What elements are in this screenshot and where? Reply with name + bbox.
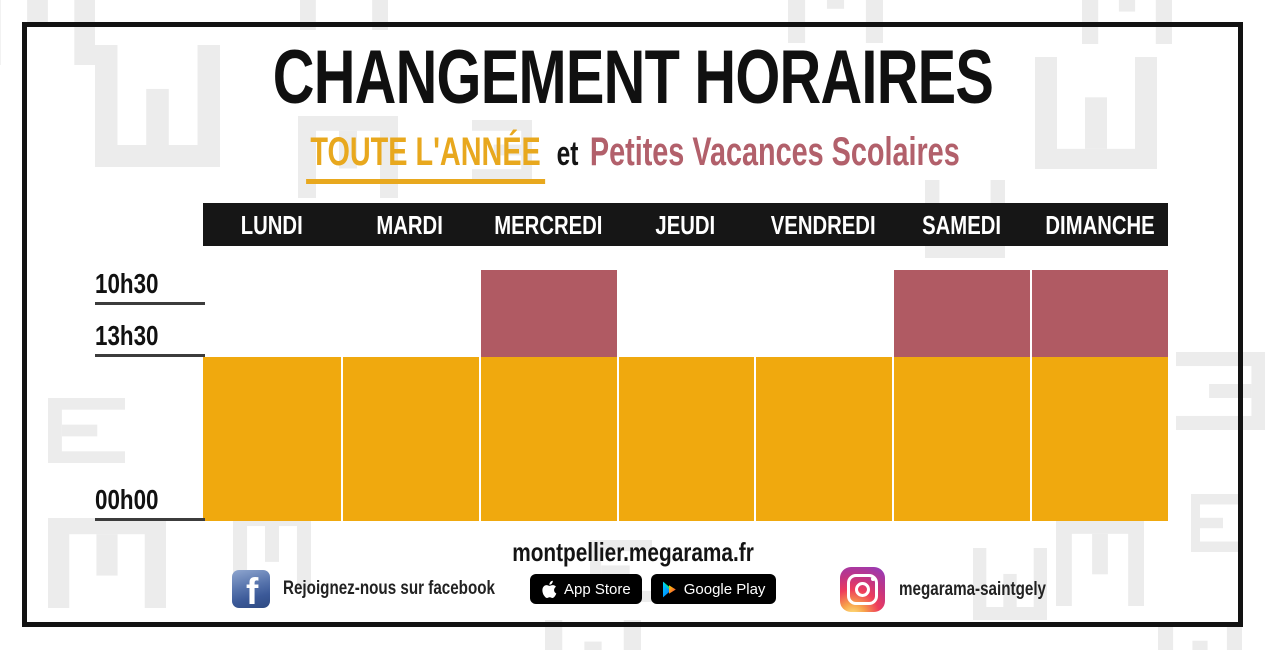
bar-annee-dimanche — [1030, 357, 1168, 521]
time-label-10h30: 10h30 — [95, 268, 205, 305]
apple-icon — [542, 580, 557, 598]
instagram-handle: megarama-saintgely — [899, 578, 1046, 600]
google-play-icon — [662, 581, 676, 597]
bar-annee-samedi — [892, 357, 1031, 521]
bar-annee-vendredi — [754, 357, 893, 521]
facebook-icon: f — [232, 570, 270, 608]
bar-annee-mercredi — [478, 357, 617, 521]
bar-vacances-mercredi — [478, 270, 617, 357]
facebook-label: Rejoignez-nous sur facebook — [283, 578, 495, 599]
bar-annee-mardi — [340, 357, 479, 521]
bar-annee-lundi — [203, 357, 341, 521]
day-header-row: LUNDI MARDI MERCREDI JEUDI VENDREDI SAMEDI DIM… — [203, 203, 1168, 246]
day-header-vendredi: VENDREDI — [770, 210, 876, 240]
facebook-cta[interactable]: f Rejoignez-nous sur facebook — [232, 570, 548, 608]
day-header-jeudi: JEUDI — [655, 210, 716, 240]
bar-annee-jeudi — [616, 357, 755, 521]
day-header-lundi: LUNDI — [240, 210, 303, 240]
subtitle-connector: et — [556, 135, 578, 173]
google-play-badge[interactable]: Google Play — [650, 574, 777, 604]
subtitle: TOUTE L'ANNÉE et Petites Vacances Scolaire… — [0, 130, 1265, 184]
bar-vacances-samedi — [892, 270, 1031, 357]
day-header-mercredi: MERCREDI — [493, 210, 603, 240]
time-label-00h00: 00h00 — [95, 484, 205, 521]
day-header-dimanche: DIMANCHE — [1045, 210, 1155, 240]
instagram-icon — [840, 567, 885, 612]
subtitle-vacances-scolaires: Petites Vacances Scolaires — [589, 130, 960, 174]
app-store-badge[interactable]: App Store — [530, 574, 642, 604]
time-label-13h30: 13h30 — [95, 320, 205, 357]
bar-vacances-dimanche — [1030, 270, 1168, 357]
page-title: CHANGEMENT HORAIRES — [272, 35, 993, 120]
website-link[interactable]: montpellier.megarama.fr — [511, 537, 754, 567]
subtitle-toute-lannee: TOUTE L'ANNÉE — [305, 130, 545, 184]
instagram-cta[interactable]: megarama-saintgely — [840, 567, 1083, 612]
day-header-mardi: MARDI — [376, 210, 444, 240]
store-badges: App Store Google Play — [530, 574, 777, 604]
day-header-samedi: SAMEDI — [921, 210, 1001, 240]
